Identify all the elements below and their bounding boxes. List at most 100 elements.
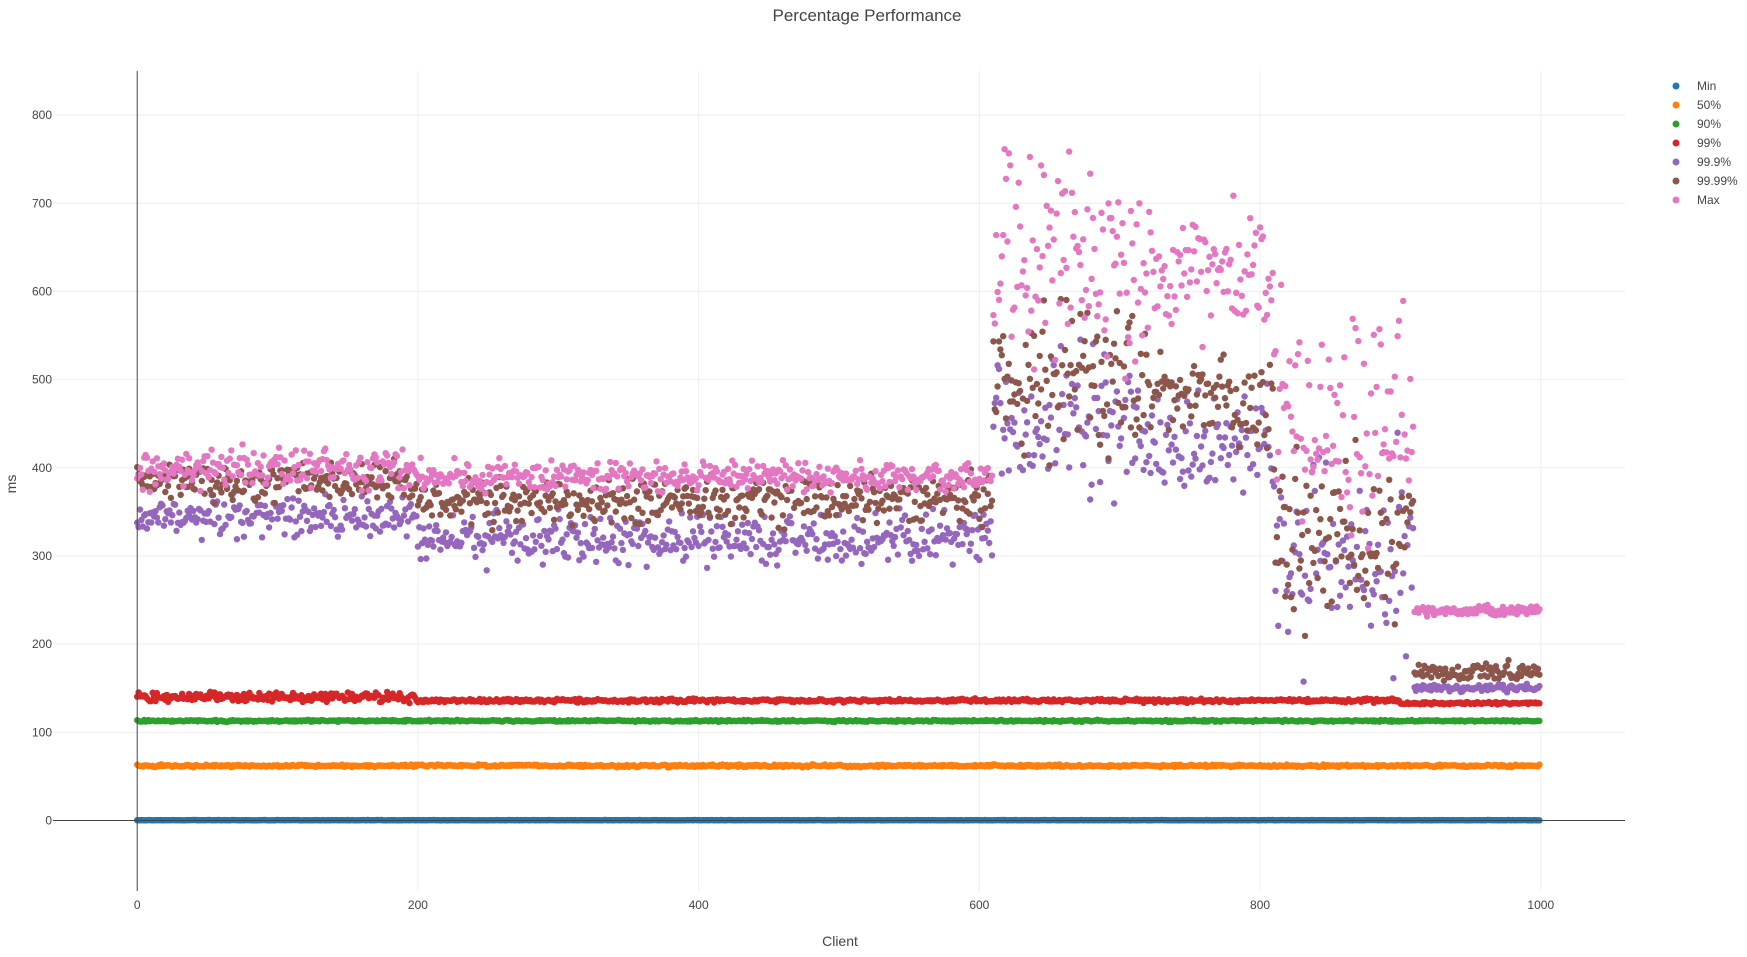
data-point	[713, 523, 721, 530]
data-point	[744, 519, 751, 527]
data-point	[1123, 468, 1130, 475]
data-point	[1275, 622, 1282, 629]
data-point	[284, 495, 291, 503]
data-point	[511, 538, 518, 545]
data-point	[774, 562, 781, 569]
data-point	[1383, 619, 1390, 626]
data-point	[536, 532, 544, 540]
data-point	[775, 546, 782, 553]
data-point	[1071, 394, 1079, 402]
data-point	[367, 532, 374, 540]
data-point	[1356, 487, 1363, 494]
data-point	[904, 527, 911, 535]
data-point	[710, 553, 718, 560]
data-point	[1165, 447, 1173, 454]
data-point	[1066, 464, 1073, 471]
data-point	[626, 530, 634, 538]
data-point	[500, 539, 507, 546]
data-point	[317, 522, 325, 529]
data-point	[901, 512, 909, 519]
data-point	[894, 551, 902, 558]
data-point	[577, 539, 584, 547]
data-point	[673, 546, 680, 553]
data-point	[1370, 591, 1378, 598]
data-point	[1169, 459, 1177, 466]
data-point	[529, 532, 537, 539]
data-point	[748, 535, 756, 543]
data-point	[1322, 459, 1330, 466]
data-point	[1113, 388, 1121, 395]
data-point	[1360, 586, 1368, 594]
data-point	[268, 516, 276, 523]
data-point	[1408, 584, 1415, 591]
data-point	[1108, 422, 1115, 429]
data-point	[946, 529, 954, 537]
data-point	[734, 528, 742, 535]
data-point	[1254, 471, 1261, 479]
data-point	[753, 543, 760, 551]
data-point	[1364, 601, 1372, 609]
data-point	[842, 552, 850, 559]
data-point	[1287, 570, 1295, 577]
data-point	[1178, 454, 1185, 462]
data-point	[1207, 458, 1215, 466]
data-point	[228, 513, 235, 521]
data-point	[705, 536, 712, 544]
data-point	[532, 538, 539, 545]
data-point	[278, 507, 285, 515]
data-point	[959, 540, 966, 548]
data-point	[1094, 394, 1101, 402]
data-point	[625, 561, 632, 569]
data-point	[1132, 455, 1139, 462]
data-point	[159, 502, 166, 509]
data-point	[746, 530, 753, 537]
data-point	[1039, 453, 1046, 460]
data-point	[247, 520, 255, 527]
data-point	[1047, 414, 1055, 421]
data-point	[423, 555, 430, 562]
data-point	[708, 528, 715, 535]
data-point	[501, 533, 509, 541]
data-point	[434, 527, 441, 535]
data-point	[1401, 532, 1408, 540]
data-point	[1367, 622, 1375, 629]
data-point	[1402, 653, 1410, 660]
data-point	[591, 525, 598, 533]
data-point	[1019, 466, 1027, 474]
data-point	[862, 550, 869, 558]
data-point	[810, 520, 817, 527]
data-point	[908, 557, 916, 564]
data-point	[1109, 408, 1116, 416]
data-point	[417, 555, 424, 563]
data-point	[556, 515, 563, 523]
data-point	[976, 556, 983, 564]
data-point	[1102, 379, 1109, 386]
data-point	[890, 542, 897, 550]
data-point	[1151, 439, 1159, 446]
data-point	[762, 560, 770, 567]
data-point	[709, 545, 716, 552]
data-point	[927, 551, 934, 558]
data-point	[1148, 412, 1156, 419]
data-point	[858, 560, 865, 568]
data-point	[1409, 525, 1417, 532]
data-point	[437, 546, 444, 553]
data-point	[837, 545, 844, 553]
data-point	[782, 538, 789, 545]
data-point	[397, 517, 405, 525]
data-point	[506, 523, 513, 530]
data-point	[362, 523, 370, 530]
data-point	[800, 523, 808, 530]
data-point	[687, 514, 694, 521]
data-point	[1147, 469, 1154, 477]
data-point	[167, 519, 175, 526]
data-point	[1179, 468, 1187, 475]
data-point	[1110, 500, 1118, 507]
data-point	[1536, 717, 1543, 725]
data-point	[792, 549, 799, 556]
data-point	[320, 508, 328, 516]
data-point	[600, 534, 607, 541]
data-point	[615, 559, 622, 567]
data-point	[1301, 572, 1309, 579]
data-point	[327, 522, 335, 530]
